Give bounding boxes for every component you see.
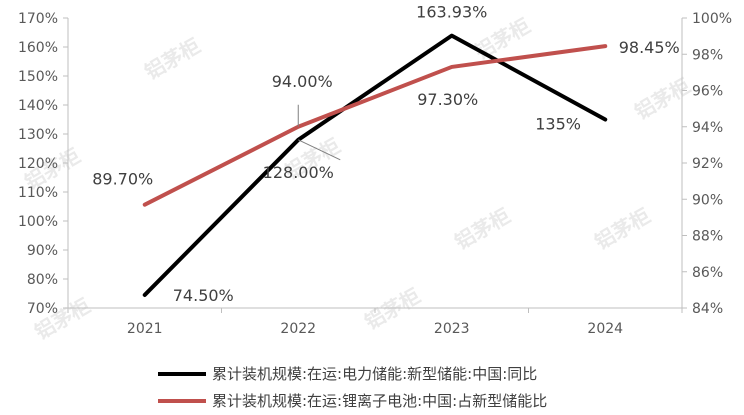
right-tick-label: 84%	[692, 301, 723, 317]
left-tick-label: 130%	[18, 127, 58, 143]
x-tick-label: 2021	[127, 321, 163, 337]
left-tick-label: 120%	[18, 156, 58, 172]
x-tick-label: 2022	[280, 321, 316, 337]
legend-label-series-1: 累计装机规模:在运:电力储能:新型储能:中国:同比	[212, 365, 537, 383]
data-label-series-2-2023: 97.30%	[417, 90, 478, 109]
right-tick-label: 94%	[692, 120, 723, 136]
right-tick-label: 88%	[692, 229, 723, 245]
legend-label-series-2: 累计装机规模:在运:锂离子电池:中国:占新型储能比	[212, 392, 547, 410]
left-tick-label: 90%	[27, 243, 58, 259]
right-tick-label: 98%	[692, 47, 723, 63]
data-label-series-1-2022: 128.00%	[263, 163, 334, 182]
left-tick-label: 160%	[18, 40, 58, 56]
series-line-2	[142, 44, 608, 207]
watermark-4: 铝茅柜	[631, 74, 695, 125]
right-tick-label: 96%	[692, 84, 723, 100]
x-axis-ticks: 2021 2022 2023 2024	[67, 308, 683, 337]
left-tick-label: 150%	[18, 69, 58, 85]
watermark-1: 铝茅柜	[141, 34, 205, 85]
series-lines	[142, 33, 608, 297]
data-label-series-1-2024: 135%	[535, 115, 581, 134]
left-tick-label: 70%	[27, 301, 58, 317]
data-label-series-1-2023: 163.93%	[416, 3, 487, 22]
data-label-series-1-2021: 74.50%	[173, 286, 234, 305]
series-line-1	[142, 33, 608, 297]
data-label-series-2-2021: 89.70%	[92, 170, 153, 189]
watermark-6: 铝茅柜	[451, 204, 515, 255]
data-label-series-2-2022: 94.00%	[272, 72, 333, 91]
watermark-8: 铝茅柜	[361, 284, 425, 335]
legend: 累计装机规模:在运:电力储能:新型储能:中国:同比 累计装机规模:在运:锂离子电…	[158, 365, 547, 410]
left-tick-label: 140%	[18, 98, 58, 114]
right-axis-ticks: 84% 86% 88% 90% 92% 94% 96% 98% 100%	[682, 11, 732, 317]
right-tick-label: 90%	[692, 192, 723, 208]
left-tick-label: 170%	[18, 11, 58, 27]
left-axis-ticks: 70% 80% 90% 100% 110% 120% 130% 140% 150% 160% 170…	[18, 11, 68, 317]
left-tick-label: 100%	[18, 214, 58, 230]
right-tick-label: 100%	[692, 11, 732, 27]
right-tick-label: 92%	[692, 156, 723, 172]
x-tick-label: 2023	[434, 321, 470, 337]
watermark-9: 铝茅柜	[591, 204, 655, 255]
right-tick-label: 86%	[692, 265, 723, 281]
leader-line-1	[298, 139, 341, 161]
data-labels: 74.50% 128.00% 163.93% 135% 89.70% 94.00% 97.3…	[92, 3, 680, 305]
data-label-series-2-2024: 98.45%	[619, 38, 680, 57]
x-tick-label: 2024	[587, 321, 623, 337]
left-tick-label: 80%	[27, 272, 58, 288]
left-tick-label: 110%	[18, 185, 58, 201]
